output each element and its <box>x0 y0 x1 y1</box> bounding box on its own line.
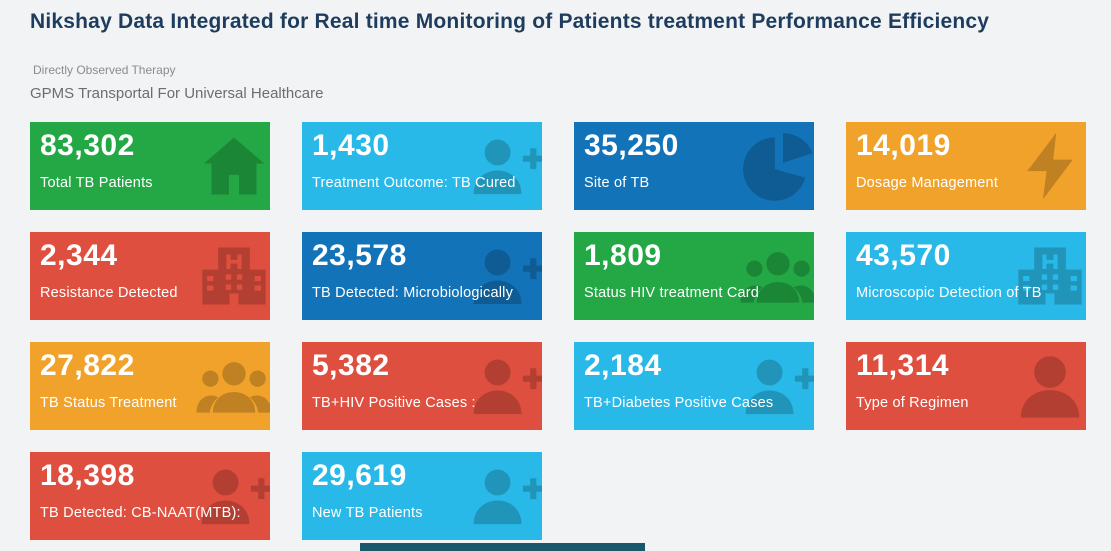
kpi-label: TB+Diabetes Positive Cases <box>584 395 774 411</box>
kpi-label: Dosage Management <box>856 175 999 191</box>
kpi-tile-text: 18,398 TB Detected: CB-NAAT(MTB): <box>40 459 270 521</box>
kpi-label: TB+HIV Positive Cases : <box>312 395 476 411</box>
user-plus-icon <box>196 458 270 534</box>
kpi-tile[interactable]: 2,184 TB+Diabetes Positive Cases <box>574 342 814 430</box>
kpi-grid: 83,302 Total TB Patients 1,430 Treatment… <box>30 122 1086 540</box>
kpi-label: TB Detected: CB-NAAT(MTB): <box>40 505 241 521</box>
kpi-label: New TB Patients <box>312 505 423 521</box>
kpi-tile[interactable]: 1,809 Status HIV treatment Card <box>574 232 814 320</box>
kpi-value: 2,184 <box>584 349 662 382</box>
kpi-tile[interactable]: 35,250 Site of TB <box>574 122 814 210</box>
kpi-tile[interactable]: 14,019 Dosage Management <box>846 122 1086 210</box>
users-icon <box>740 238 814 314</box>
kpi-tile-text: 27,822 TB Status Treatment <box>40 349 270 411</box>
user-plus-icon <box>468 458 542 534</box>
kpi-tile-text: 2,344 Resistance Detected <box>40 239 270 301</box>
kpi-tile[interactable]: 83,302 Total TB Patients <box>30 122 270 210</box>
kpi-tile[interactable]: 2,344 Resistance Detected <box>30 232 270 320</box>
kpi-tile-text: 43,570 Microscopic Detection of TB <box>856 239 1086 301</box>
kpi-value: 18,398 <box>40 459 135 492</box>
kpi-tile[interactable]: 18,398 TB Detected: CB-NAAT(MTB): <box>30 452 270 540</box>
kpi-value: 83,302 <box>40 129 135 162</box>
kpi-value: 2,344 <box>40 239 118 272</box>
users-icon <box>196 348 270 424</box>
pie-chart-icon <box>740 128 814 204</box>
kpi-tile[interactable]: 27,822 TB Status Treatment <box>30 342 270 430</box>
user-plus-icon <box>468 238 542 314</box>
kpi-tile-text: 1,809 Status HIV treatment Card <box>584 239 814 301</box>
kpi-tile-text: 1,430 Treatment Outcome: TB Cured <box>312 129 542 191</box>
kpi-tile-text: 35,250 Site of TB <box>584 129 814 191</box>
kpi-tile-text: 5,382 TB+HIV Positive Cases : <box>312 349 542 411</box>
kpi-tile[interactable]: 29,619 New TB Patients <box>302 452 542 540</box>
kpi-label: TB Detected: Microbiologically <box>312 285 514 301</box>
kpi-tile[interactable]: 1,430 Treatment Outcome: TB Cured <box>302 122 542 210</box>
kpi-label: Resistance Detected <box>40 285 178 301</box>
user-plus-icon <box>468 128 542 204</box>
footer-bar <box>360 543 645 551</box>
user-icon <box>1012 348 1086 424</box>
kpi-tile[interactable]: 5,382 TB+HIV Positive Cases : <box>302 342 542 430</box>
hospital-icon <box>1012 238 1086 314</box>
kpi-value: 23,578 <box>312 239 407 272</box>
subtitle-gpms-transportal: GPMS Transportal For Universal Healthcar… <box>30 85 324 102</box>
kpi-tile-text: 14,019 Dosage Management <box>856 129 1086 191</box>
kpi-label: Microscopic Detection of TB <box>856 285 1042 301</box>
kpi-label: TB Status Treatment <box>40 395 177 411</box>
user-plus-icon <box>740 348 814 424</box>
kpi-value: 14,019 <box>856 129 951 162</box>
kpi-tile-text: 23,578 TB Detected: Microbiologically <box>312 239 542 301</box>
kpi-value: 5,382 <box>312 349 390 382</box>
bolt-icon <box>1012 128 1086 204</box>
hospital-icon <box>196 238 270 314</box>
kpi-label: Total TB Patients <box>40 175 153 191</box>
kpi-value: 29,619 <box>312 459 407 492</box>
home-icon <box>196 128 270 204</box>
kpi-tile-text: 2,184 TB+Diabetes Positive Cases <box>584 349 814 411</box>
kpi-value: 27,822 <box>40 349 135 382</box>
kpi-label: Type of Regimen <box>856 395 969 411</box>
kpi-tile-text: 11,314 Type of Regimen <box>856 349 1086 411</box>
kpi-label: Site of TB <box>584 175 650 191</box>
kpi-value: 43,570 <box>856 239 951 272</box>
kpi-value: 1,809 <box>584 239 662 272</box>
kpi-value: 1,430 <box>312 129 390 162</box>
kpi-value: 35,250 <box>584 129 679 162</box>
kpi-tile[interactable]: 11,314 Type of Regimen <box>846 342 1086 430</box>
kpi-tile[interactable]: 23,578 TB Detected: Microbiologically <box>302 232 542 320</box>
subtitle-directly-observed-therapy: Directly Observed Therapy <box>33 63 176 77</box>
kpi-tile[interactable]: 43,570 Microscopic Detection of TB <box>846 232 1086 320</box>
user-plus-icon <box>468 348 542 424</box>
kpi-tile-text: 29,619 New TB Patients <box>312 459 542 521</box>
kpi-label: Status HIV treatment Card <box>584 285 760 301</box>
page-title: Nikshay Data Integrated for Real time Mo… <box>30 10 990 33</box>
kpi-value: 11,314 <box>856 349 950 382</box>
kpi-tile-text: 83,302 Total TB Patients <box>40 129 270 191</box>
kpi-label: Treatment Outcome: TB Cured <box>312 175 516 191</box>
